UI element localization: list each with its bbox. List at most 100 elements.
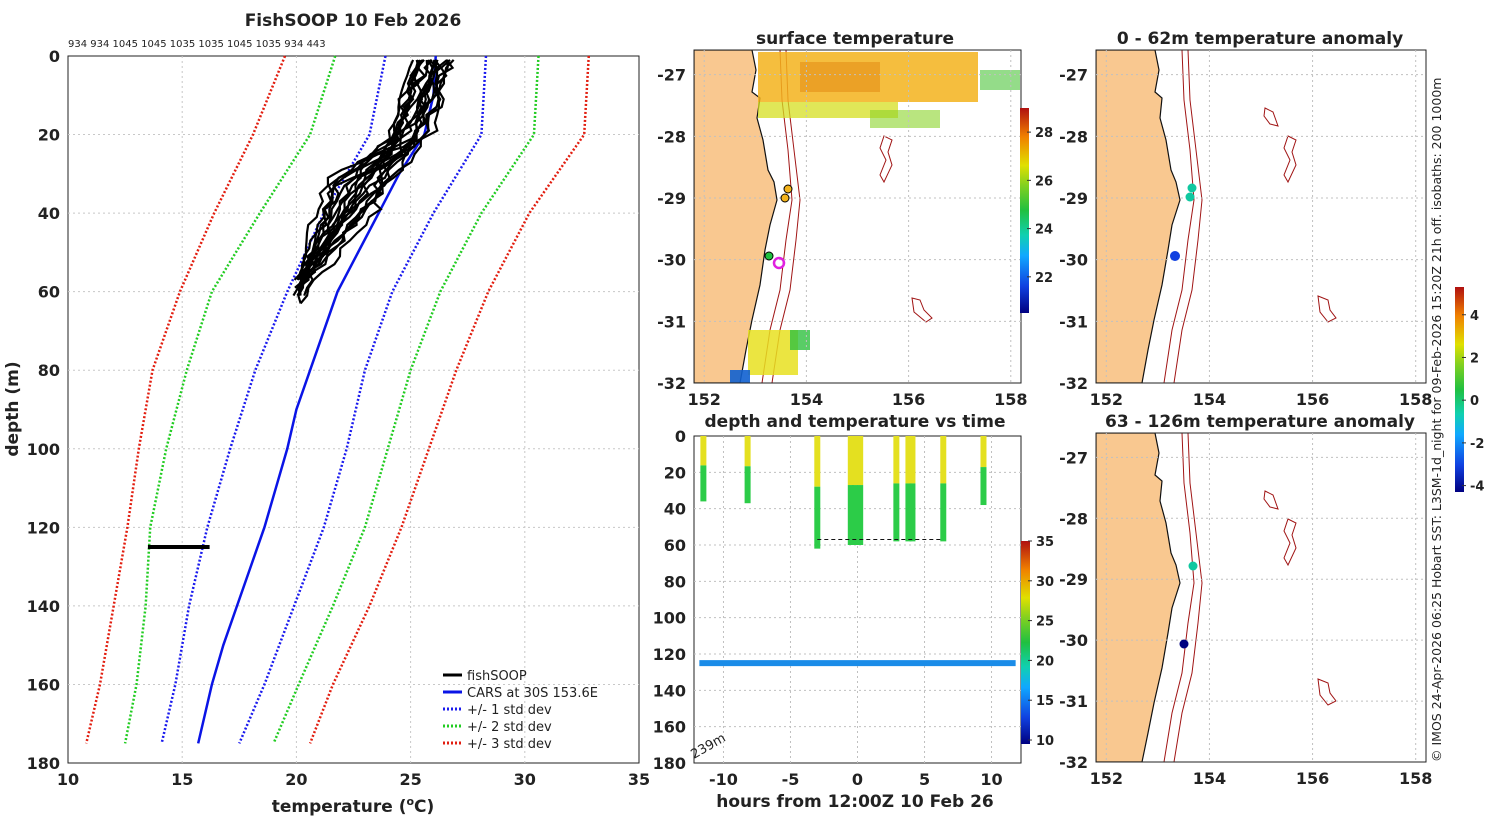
- profile-axes-box: [67, 55, 640, 764]
- cast-top: [857, 436, 864, 486]
- anom1-map-panel: 0 - 62m temperature anomaly 152 154 156 158…: [1059, 29, 1432, 409]
- cast-bottom: [893, 483, 900, 542]
- profile-grid: [68, 56, 639, 763]
- colorbar-tick-label: 25: [1036, 615, 1054, 630]
- anom1-seamount-1: [1263, 107, 1279, 127]
- colorbar-tick-label: 4: [1470, 309, 1479, 324]
- time-xlabel: hours from 12:00Z 10 Feb 26: [716, 792, 994, 812]
- sst-colorbar: [1020, 108, 1029, 313]
- anomaly-colorbar-ticks: -4 -2 0 2 4: [1462, 309, 1484, 495]
- profile-top-counts: 934 934 1045 1045 1035 1035 1045 1035 93…: [68, 39, 326, 50]
- time-panel: depth and temperature vs time -10 -5 0 5 100…: [653, 412, 1055, 812]
- cast-top: [700, 436, 707, 466]
- cast-bottom: [905, 483, 912, 542]
- cast-bottom: [857, 485, 864, 545]
- anom2-seamount-1: [1263, 490, 1279, 510]
- cast-top: [847, 436, 854, 486]
- time-y-tick: 180: [653, 754, 686, 773]
- map-y-tick: -32: [657, 374, 686, 393]
- fishsoop-cast: [298, 59, 425, 296]
- cast-top: [909, 436, 916, 484]
- map-y-tick: -32: [1059, 374, 1088, 393]
- colorbar-tick-label: -4: [1470, 480, 1484, 495]
- time-y-tick: 20: [664, 463, 686, 482]
- y-tick-label: 120: [27, 518, 60, 537]
- time-colorbar: [1021, 541, 1030, 744]
- cast-top: [851, 436, 858, 486]
- time-x-tick: 5: [919, 770, 930, 789]
- profile-line--2-std-dev-upper-: [272, 55, 540, 744]
- anomaly-colorbar: [1455, 287, 1464, 492]
- y-tick-label: 100: [27, 440, 60, 459]
- cast-bottom: [940, 483, 947, 542]
- map-x-tick: 152: [1090, 769, 1123, 788]
- legend-cars: CARS at 30S 153.6E: [467, 686, 598, 701]
- cast-bottom: [700, 465, 707, 502]
- profile-line--3-std-dev-lower-: [85, 55, 287, 744]
- map-y-tick: -28: [1059, 509, 1088, 528]
- map-x-tick: 152: [688, 390, 721, 409]
- profile-legend: fishSOOP CARS at 30S 153.6E +/- 1 std de…: [443, 669, 598, 752]
- sst-map-title: surface temperature: [756, 29, 954, 49]
- anom1-axes-box: [1095, 49, 1427, 384]
- anom1-land: [1096, 50, 1181, 383]
- map-x-tick: 154: [790, 390, 823, 409]
- profile-lines: [85, 55, 590, 744]
- cast-bottom: [851, 485, 858, 545]
- map-y-tick: -30: [657, 251, 686, 270]
- colorbar-tick-label: 10: [1036, 734, 1054, 749]
- cast-top: [980, 436, 987, 468]
- map-x-tick: 158: [994, 390, 1027, 409]
- anom1-seamount-3: [1317, 295, 1337, 323]
- map-y-tick: -30: [1059, 251, 1088, 270]
- time-panel-title: depth and temperature vs time: [705, 412, 1006, 432]
- anom2-seamount-2: [1283, 518, 1297, 567]
- anom2-axes: 152 154 156 158 -27 -28 -29 -30 -31 -32: [1059, 433, 1432, 788]
- sst-colorbar-ticks: 22 24 26 28: [1027, 126, 1053, 286]
- time-data: [699, 436, 1016, 667]
- y-tick-label: 140: [27, 597, 60, 616]
- map-x-tick: 156: [1296, 390, 1329, 409]
- anom1-point-3: [1170, 251, 1180, 261]
- anom1-point-2: [1185, 192, 1195, 202]
- profile-xlabel: temperature (oC): [272, 795, 435, 817]
- map-x-tick: 158: [1399, 769, 1432, 788]
- map-y-tick: -29: [1059, 189, 1088, 208]
- cast-top: [893, 436, 900, 484]
- fishsoop-cast: [292, 59, 434, 297]
- time-y-tick: 60: [664, 536, 686, 555]
- legend-std3: +/- 3 std dev: [467, 737, 552, 752]
- map-y-tick: -27: [1059, 448, 1088, 467]
- anom2-land: [1096, 433, 1181, 762]
- x-tick-label: 25: [399, 770, 421, 789]
- x-tick-label: 35: [628, 770, 650, 789]
- colorbar-tick-label: 0: [1470, 394, 1479, 409]
- cast-bottom: [814, 486, 821, 549]
- time-y-tick: 0: [675, 427, 686, 446]
- map-x-tick: 152: [1090, 390, 1123, 409]
- sst-seamount-1: [879, 135, 893, 184]
- map-y-tick: -31: [657, 312, 686, 331]
- cast-top: [744, 436, 751, 467]
- cast-top: [940, 436, 947, 484]
- colorbar-tick-label: 30: [1036, 575, 1054, 590]
- colorbar-tick-label: 2: [1470, 351, 1479, 366]
- sst-station-4: [772, 256, 786, 270]
- y-tick-label: 0: [49, 47, 60, 66]
- sst-seamount-2: [911, 297, 933, 323]
- colorbar-tick-label: 24: [1035, 223, 1053, 238]
- cast-bottom: [744, 466, 751, 504]
- time-y-tick: 120: [653, 645, 686, 664]
- cast-bottom: [980, 467, 987, 506]
- x-tick-label: 15: [171, 770, 193, 789]
- colorbar-tick-label: 15: [1036, 694, 1054, 709]
- sst-map-panel: surface temperature 152 154 156 158-27-28-: [657, 29, 1053, 409]
- colorbar-tick-label: 35: [1036, 535, 1054, 550]
- sst-data-patch-south: [730, 330, 810, 383]
- map-x-tick: 156: [892, 390, 925, 409]
- time-y-tick: 40: [664, 500, 686, 519]
- colorbar-tick-label: 20: [1036, 654, 1054, 669]
- x-tick-label: 10: [57, 770, 79, 789]
